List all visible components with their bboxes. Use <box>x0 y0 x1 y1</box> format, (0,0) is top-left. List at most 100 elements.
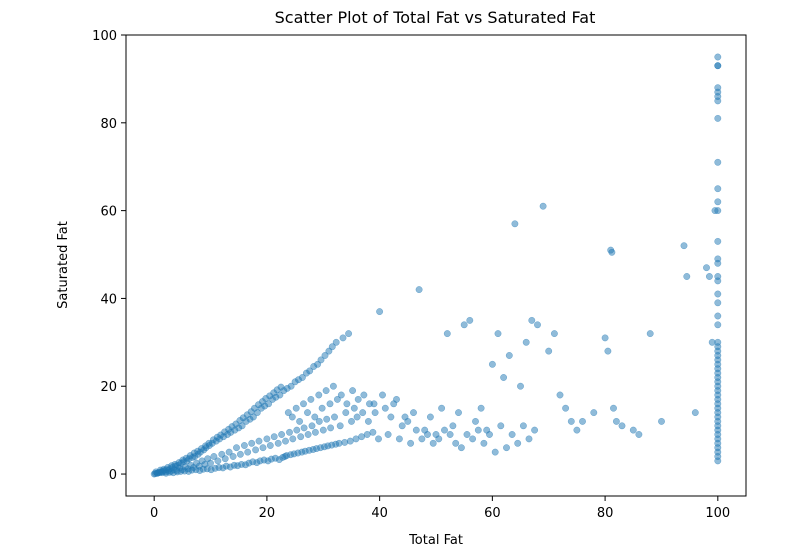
data-point <box>714 321 722 329</box>
data-point <box>304 409 311 417</box>
x-tick-label: 40 <box>371 506 388 521</box>
data-point <box>331 413 338 421</box>
data-point <box>298 374 306 381</box>
data-point <box>714 97 722 105</box>
data-point <box>601 334 609 342</box>
data-point <box>508 431 516 438</box>
data-point <box>270 433 278 441</box>
data-point <box>390 400 398 408</box>
x-axis-label: Total Fat <box>408 533 463 548</box>
data-point <box>288 413 296 421</box>
data-point <box>608 248 616 256</box>
data-point <box>244 448 252 456</box>
data-point <box>307 395 315 403</box>
data-point <box>443 330 451 338</box>
data-point <box>714 277 722 285</box>
data-point <box>590 409 598 417</box>
data-point <box>376 308 384 316</box>
data-point <box>477 404 485 412</box>
data-point <box>333 395 341 403</box>
data-point <box>418 435 426 443</box>
data-point <box>350 404 358 412</box>
data-point <box>517 382 524 390</box>
data-point <box>240 442 248 449</box>
data-point <box>646 330 654 338</box>
y-tick-label: 0 <box>109 468 117 483</box>
data-point <box>424 431 431 438</box>
y-tick-label: 100 <box>92 29 117 44</box>
data-point <box>349 387 357 395</box>
data-point <box>381 404 389 412</box>
data-point <box>612 417 620 425</box>
data-point <box>300 424 308 432</box>
data-point <box>573 426 581 434</box>
data-point <box>318 404 326 412</box>
data-point <box>293 426 301 434</box>
data-point <box>328 343 336 351</box>
data-point <box>354 395 362 403</box>
data-point <box>455 409 462 417</box>
data-point <box>335 439 343 447</box>
data-point <box>266 442 274 449</box>
data-point <box>457 444 465 452</box>
data-point <box>284 409 292 417</box>
data-point <box>315 417 323 425</box>
data-point <box>658 417 665 425</box>
data-point <box>210 453 218 460</box>
y-axis-label: Saturated Fat <box>56 221 71 309</box>
x-tick-label: 0 <box>150 506 158 521</box>
data-point <box>705 273 713 280</box>
data-point <box>522 338 530 346</box>
data-point <box>579 417 586 425</box>
data-point <box>341 438 349 446</box>
data-point <box>680 242 688 250</box>
data-point <box>691 409 699 417</box>
data-point <box>463 431 471 438</box>
data-point <box>618 422 626 430</box>
data-point <box>369 428 377 436</box>
data-point <box>472 417 479 425</box>
data-point <box>375 435 382 443</box>
data-point <box>336 422 344 430</box>
data-point <box>308 422 316 430</box>
data-point <box>562 404 570 412</box>
x-tick-label: 80 <box>597 506 614 521</box>
data-point <box>505 352 513 359</box>
data-points <box>150 53 722 478</box>
data-point <box>371 409 379 417</box>
data-point <box>265 400 273 408</box>
y-tick-label: 60 <box>100 205 117 220</box>
data-point <box>289 435 297 443</box>
data-point <box>714 290 722 298</box>
data-point <box>379 391 386 399</box>
data-point <box>252 446 260 454</box>
data-point <box>317 356 325 364</box>
data-point <box>346 437 354 445</box>
data-point <box>407 439 415 447</box>
data-point <box>401 413 409 421</box>
data-point <box>274 439 282 447</box>
data-point <box>497 422 505 430</box>
data-point <box>714 259 722 267</box>
data-point <box>714 62 722 70</box>
data-point <box>395 435 403 443</box>
data-point <box>474 426 482 434</box>
data-point <box>366 400 373 408</box>
data-point <box>511 220 519 228</box>
data-point <box>321 352 329 359</box>
data-point <box>539 202 547 210</box>
data-point <box>277 383 285 391</box>
data-point <box>534 321 541 329</box>
data-point <box>364 417 372 425</box>
data-point <box>703 264 710 272</box>
data-point <box>556 391 564 399</box>
data-point <box>446 431 454 438</box>
data-point <box>469 435 477 443</box>
data-point <box>342 409 350 417</box>
data-point <box>714 185 722 193</box>
data-point <box>207 459 214 467</box>
y-tick-label: 40 <box>100 292 117 307</box>
data-point <box>410 409 417 417</box>
data-point <box>233 444 240 452</box>
